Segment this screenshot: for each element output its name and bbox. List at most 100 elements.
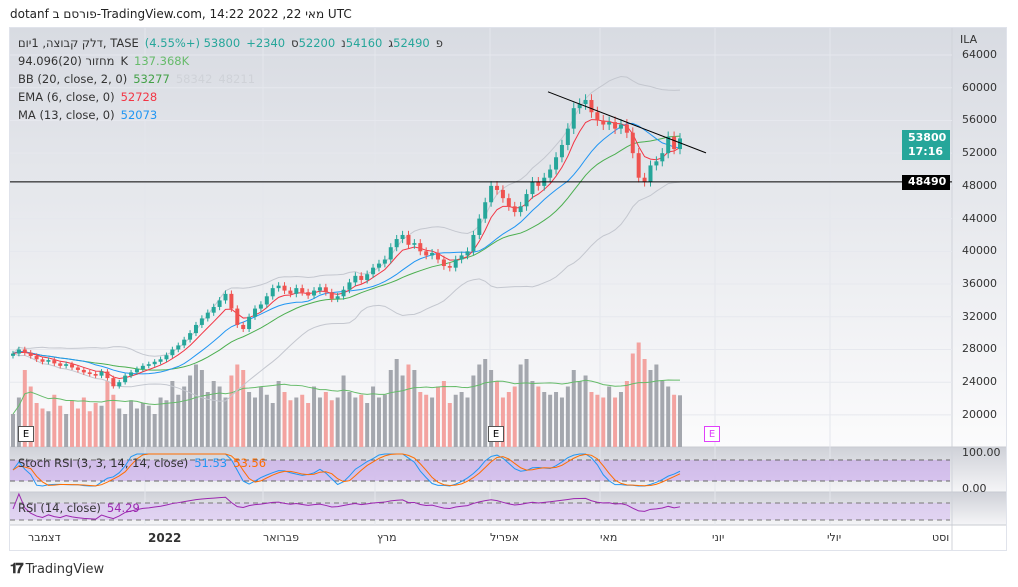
upcoming-earnings-marker[interactable]: E <box>704 426 720 442</box>
volume-bar <box>583 375 588 447</box>
high-value: 54160 <box>345 36 383 50</box>
volume-bar <box>530 381 535 447</box>
candle-body <box>335 296 340 299</box>
volume-bar <box>176 394 181 447</box>
candle-body <box>512 206 517 213</box>
volume-bar <box>406 364 411 447</box>
volume-bar <box>264 394 269 447</box>
volume-bar <box>140 403 145 447</box>
osc-axis-bottom: 0.00 <box>962 482 987 495</box>
candle-body <box>666 136 671 154</box>
candle-body <box>312 290 317 296</box>
volume-bar <box>536 386 541 447</box>
volume-bar <box>211 381 216 447</box>
volume-bar <box>447 403 452 447</box>
price-tick: 24000 <box>962 375 997 389</box>
candle-body <box>306 292 311 296</box>
volume-bar <box>607 386 612 447</box>
volume-bar <box>524 359 529 447</box>
volume-bar <box>495 381 500 447</box>
candle-body <box>536 181 541 186</box>
brand-name: TradingView <box>25 561 105 577</box>
volume-bar <box>518 364 523 447</box>
candle-body <box>253 308 258 317</box>
price-tick: 64000 <box>962 48 997 61</box>
volume-bar <box>270 403 275 447</box>
stoch-legend[interactable]: Stoch RSI (3, 3, 14, 14, close) 51.53 53.5… <box>18 456 272 470</box>
candle-body <box>58 363 63 366</box>
volume-bar <box>294 397 299 447</box>
candle-body <box>489 185 494 203</box>
candle-body <box>229 293 234 309</box>
volume-bar <box>359 394 364 447</box>
candle-body <box>329 292 334 299</box>
volume-bar <box>87 411 92 447</box>
price-tick: 44000 <box>962 211 997 225</box>
rsi-legend[interactable]: RSI (14, close) 54.29 <box>18 501 146 515</box>
volume-bar <box>329 400 334 447</box>
earnings-marker[interactable]: E <box>18 426 34 442</box>
candle-body <box>565 128 570 145</box>
volume-bar <box>678 395 682 447</box>
ma-legend[interactable]: MA (13, close, 0) 52073 <box>18 108 163 122</box>
candle-body <box>300 288 305 293</box>
candle-body <box>22 349 27 353</box>
bar-countdown: 17:16 <box>908 145 944 158</box>
candle-body <box>294 288 299 294</box>
volume-legend[interactable]: מחזור (20)94.096K 137.368K <box>18 54 195 68</box>
volume-bar <box>75 408 80 447</box>
earnings-marker[interactable]: E <box>488 426 504 442</box>
volume-bar <box>412 370 417 447</box>
volume-bar <box>548 394 553 447</box>
volume-bar <box>188 375 193 447</box>
candle-body <box>75 367 80 370</box>
volume-bar <box>477 364 482 447</box>
candle-body <box>146 364 151 366</box>
candle-body <box>477 218 482 235</box>
candle-body <box>46 360 51 362</box>
volume-bar <box>666 386 671 447</box>
candle-body <box>382 259 387 264</box>
candle-body <box>678 138 682 150</box>
candle-body <box>412 243 417 245</box>
last-price: 53800 <box>908 131 947 144</box>
ema-legend[interactable]: EMA (6, close, 0) 52728 <box>18 90 163 104</box>
candle-body <box>182 339 187 346</box>
volume-bar <box>81 397 86 447</box>
volume-bar <box>554 392 559 447</box>
volume-bar <box>300 394 305 447</box>
candle-body <box>595 112 600 121</box>
tradingview-footer[interactable]: 𝟏𝟕 TradingView <box>10 561 104 577</box>
candle-body <box>376 263 381 268</box>
candle-body <box>359 275 364 280</box>
volume-bar <box>11 414 15 447</box>
symbol-name[interactable]: דלק קבוצה, 1יום, TASE <box>18 36 139 50</box>
ema-label: EMA (6, close, 0) <box>18 90 115 104</box>
low-value: 52200 <box>298 36 336 50</box>
stoch-k-value: 51.53 <box>194 456 228 470</box>
volume-bar <box>323 392 328 447</box>
low-label: נ <box>341 36 346 50</box>
candle-body <box>589 99 594 113</box>
main-pane-bg <box>10 28 1006 447</box>
volume-bar <box>483 359 488 447</box>
volume-bar <box>335 397 340 447</box>
volume-bar <box>565 386 570 447</box>
candle-body <box>111 378 116 387</box>
volume-bar <box>672 394 677 447</box>
bb-legend[interactable]: BB (20, close, 2, 0) 53277 58342 48211 <box>18 72 261 86</box>
volume-bar <box>134 408 139 447</box>
volume-bar <box>648 370 653 447</box>
candle-body <box>418 243 423 252</box>
ma-label: MA (13, close, 0) <box>18 108 115 122</box>
volume-bar <box>164 400 169 447</box>
candle-body <box>559 144 564 158</box>
volume-bar <box>93 403 98 447</box>
candle-body <box>129 372 134 376</box>
candle-body <box>613 122 618 129</box>
change-value: +2340 (+4.55%) <box>144 36 286 50</box>
price-tick: 36000 <box>962 277 997 291</box>
volume-bar <box>435 386 440 447</box>
volume-bar <box>601 397 606 447</box>
